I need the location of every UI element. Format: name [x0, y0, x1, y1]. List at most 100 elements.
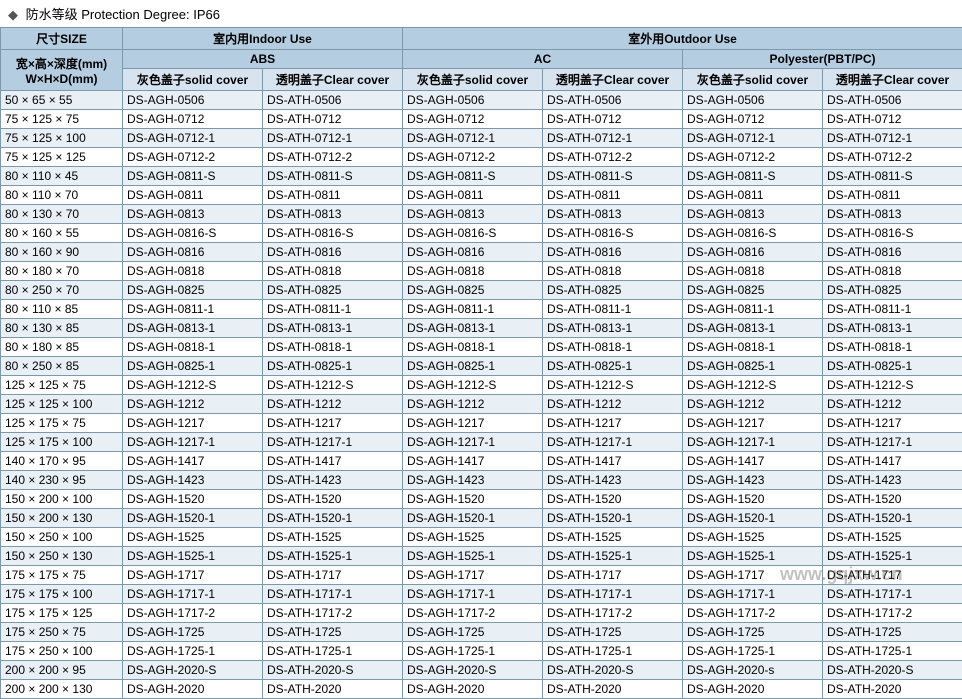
table-row: 80 × 130 × 85DS-AGH-0813-1DS-ATH-0813-1D… [1, 319, 962, 338]
size-cell: 150 × 200 × 130 [1, 509, 123, 528]
code-cell: DS-ATH-2020-S [263, 661, 403, 680]
size-cell: 80 × 160 × 55 [1, 224, 123, 243]
code-cell: DS-ATH-0813 [263, 205, 403, 224]
code-cell: DS-ATH-0712-2 [823, 148, 962, 167]
code-cell: DS-ATH-1525 [263, 528, 403, 547]
code-cell: DS-AGH-1525-1 [123, 547, 263, 566]
table-row: 50 × 65 × 55DS-AGH-0506DS-ATH-0506DS-AGH… [1, 91, 962, 110]
code-cell: DS-AGH-0712 [683, 110, 823, 129]
code-cell: DS-ATH-0712 [543, 110, 683, 129]
title-text: 防水等级 Protection Degree: IP66 [26, 7, 220, 22]
code-cell: DS-AGH-1417 [683, 452, 823, 471]
code-cell: DS-ATH-0712-1 [543, 129, 683, 148]
code-cell: DS-AGH-0712-1 [123, 129, 263, 148]
code-cell: DS-AGH-1725-1 [683, 642, 823, 661]
code-cell: DS-ATH-0813-1 [543, 319, 683, 338]
size-cell: 80 × 250 × 70 [1, 281, 123, 300]
code-cell: DS-ATH-0811-S [543, 167, 683, 186]
code-cell: DS-ATH-0816-S [263, 224, 403, 243]
table-row: 175 × 175 × 100DS-AGH-1717-1DS-ATH-1717-… [1, 585, 962, 604]
size-cell: 80 × 250 × 85 [1, 357, 123, 376]
code-cell: DS-ATH-0712-2 [263, 148, 403, 167]
code-cell: DS-ATH-2020 [263, 680, 403, 699]
code-cell: DS-AGH-0712-2 [403, 148, 543, 167]
code-cell: DS-ATH-0818 [543, 262, 683, 281]
code-cell: DS-ATH-0816-S [543, 224, 683, 243]
table-row: 175 × 250 × 100DS-AGH-1725-1DS-ATH-1725-… [1, 642, 962, 661]
size-cell: 50 × 65 × 55 [1, 91, 123, 110]
table-row: 80 × 130 × 70DS-AGH-0813DS-ATH-0813DS-AG… [1, 205, 962, 224]
code-cell: DS-AGH-0813-1 [403, 319, 543, 338]
code-cell: DS-ATH-1520-1 [263, 509, 403, 528]
code-cell: DS-ATH-1417 [543, 452, 683, 471]
code-cell: DS-ATH-0811-S [823, 167, 962, 186]
code-cell: DS-AGH-0712 [123, 110, 263, 129]
code-cell: DS-ATH-1717 [543, 566, 683, 585]
hdr-size-sub: 宽×高×深度(mm)W×H×D(mm) [1, 50, 123, 91]
code-cell: DS-ATH-0712-1 [823, 129, 962, 148]
code-cell: DS-AGH-0506 [403, 91, 543, 110]
size-cell: 80 × 180 × 85 [1, 338, 123, 357]
code-cell: DS-ATH-1717-1 [543, 585, 683, 604]
code-cell: DS-AGH-1525 [123, 528, 263, 547]
code-cell: DS-ATH-1212-S [823, 376, 962, 395]
size-cell: 150 × 250 × 100 [1, 528, 123, 547]
code-cell: DS-AGH-0816 [123, 243, 263, 262]
code-cell: DS-AGH-1717-2 [683, 604, 823, 623]
table-row: 175 × 175 × 125 DS-AGH-1717-2DS-ATH-1717-… [1, 604, 962, 623]
code-cell: DS-ATH-1212 [543, 395, 683, 414]
code-cell: DS-ATH-0818 [823, 262, 962, 281]
code-cell: DS-AGH-1717 [123, 566, 263, 585]
code-cell: DS-AGH-1520-1 [123, 509, 263, 528]
code-cell: DS-ATH-0818-1 [823, 338, 962, 357]
code-cell: DS-AGH-1525-1 [403, 547, 543, 566]
code-cell: DS-ATH-1417 [823, 452, 962, 471]
code-cell: DS-ATH-0825 [543, 281, 683, 300]
code-cell: DS-AGH-0825 [403, 281, 543, 300]
size-cell: 175 × 175 × 125 [1, 604, 123, 623]
code-cell: DS-AGH-0712-2 [683, 148, 823, 167]
code-cell: DS-ATH-1717-2 [543, 604, 683, 623]
code-cell: DS-AGH-1725-1 [123, 642, 263, 661]
size-cell: 140 × 230 × 95 [1, 471, 123, 490]
table-row: 80 × 160 × 55DS-AGH-0816-SDS-ATH-0816-SD… [1, 224, 962, 243]
code-cell: DS-AGH-1520 [123, 490, 263, 509]
table-row: 80 × 180 × 85DS-AGH-0818-1DS-ATH-0818-1D… [1, 338, 962, 357]
code-cell: DS-AGH-0712-1 [403, 129, 543, 148]
hdr-indoor: 室内用Indoor Use [123, 28, 403, 50]
code-cell: DS-ATH-1525-1 [263, 547, 403, 566]
code-cell: DS-AGH-1217-1 [403, 433, 543, 452]
hdr-ac-solid: 灰色盖子solid cover [403, 69, 543, 91]
code-cell: DS-ATH-0506 [543, 91, 683, 110]
code-cell: DS-AGH-1212-S [403, 376, 543, 395]
code-cell: DS-ATH-1717 [823, 566, 962, 585]
size-cell: 125 × 125 × 75 [1, 376, 123, 395]
hdr-size: 尺寸SIZE [1, 28, 123, 50]
code-cell: DS-AGH-0811-S [123, 167, 263, 186]
code-cell: DS-ATH-2020-S [543, 661, 683, 680]
code-cell: DS-AGH-1520-1 [683, 509, 823, 528]
code-cell: DS-AGH-1520 [683, 490, 823, 509]
code-cell: DS-ATH-1725-1 [543, 642, 683, 661]
table-row: 200 × 200 × 130DS-AGH-2020DS-ATH-2020DS-… [1, 680, 962, 699]
code-cell: DS-ATH-1520 [263, 490, 403, 509]
size-cell: 75 × 125 × 100 [1, 129, 123, 148]
code-cell: DS-AGH-0813 [123, 205, 263, 224]
code-cell: DS-AGH-0816-S [123, 224, 263, 243]
code-cell: DS-ATH-1417 [263, 452, 403, 471]
table-row: 150 × 250 × 100DS-AGH-1525DS-ATH-1525DS-… [1, 528, 962, 547]
hdr-ac-clear: 透明盖子Clear cover [543, 69, 683, 91]
code-cell: DS-ATH-0818 [263, 262, 403, 281]
code-cell: DS-ATH-1423 [823, 471, 962, 490]
code-cell: DS-AGH-2020-s [683, 661, 823, 680]
hdr-poly: Polyester(PBT/PC) [683, 50, 962, 69]
code-cell: DS-ATH-1717-1 [823, 585, 962, 604]
code-cell: DS-AGH-0712-1 [683, 129, 823, 148]
code-cell: DS-AGH-0818-1 [123, 338, 263, 357]
code-cell: DS-ATH-0811 [543, 186, 683, 205]
code-cell: DS-ATH-1725 [263, 623, 403, 642]
hdr-poly-solid: 灰色盖子solid cover [683, 69, 823, 91]
code-cell: DS-ATH-0816 [263, 243, 403, 262]
code-cell: DS-AGH-1717-2 [403, 604, 543, 623]
code-cell: DS-AGH-1423 [403, 471, 543, 490]
